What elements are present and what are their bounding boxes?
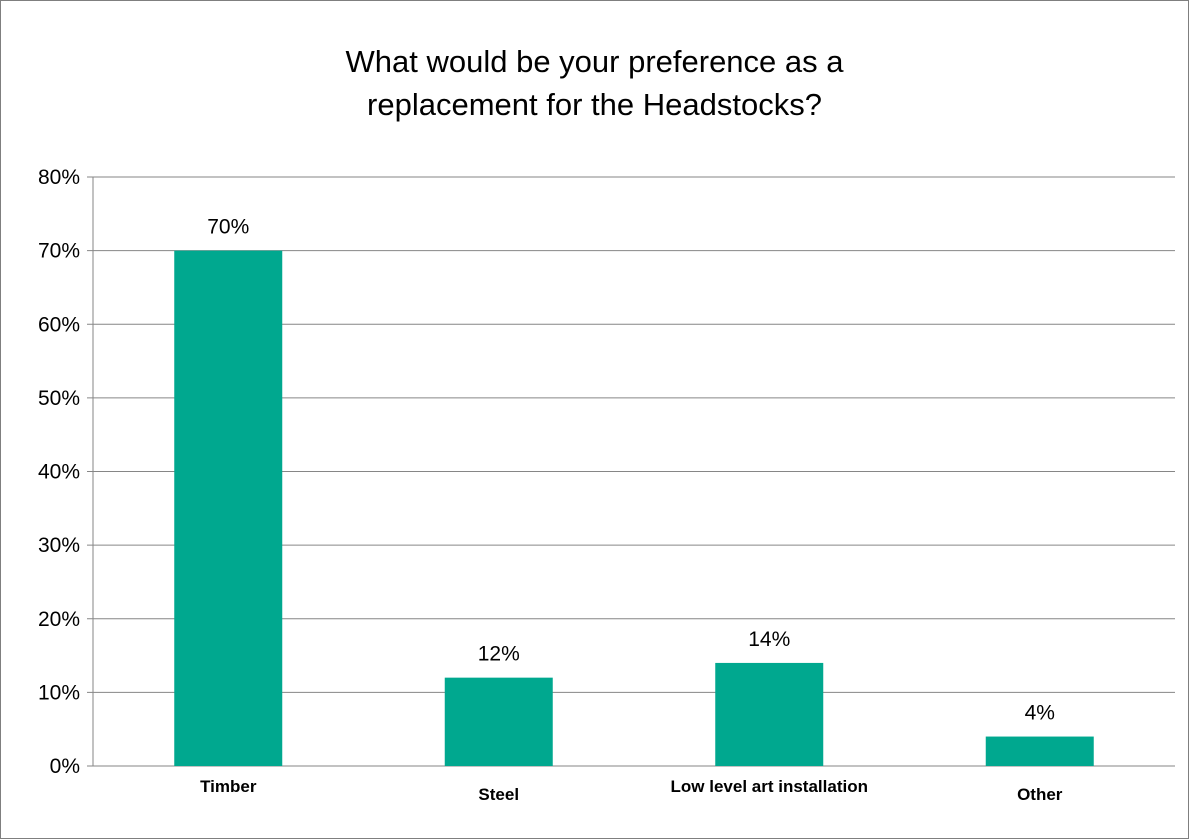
- bar-data-label: 70%: [207, 216, 249, 239]
- y-tick-label: 60%: [38, 313, 80, 336]
- y-tick-label: 80%: [38, 166, 80, 189]
- bar: [444, 677, 553, 766]
- chart-title: What would be your preference as a repla…: [0, 40, 1189, 126]
- x-category-label: Steel: [478, 785, 519, 804]
- y-tick-label: 30%: [38, 534, 80, 557]
- x-category-label: Timber: [200, 777, 257, 796]
- y-tick-label: 0%: [50, 755, 80, 778]
- y-tick-label: 50%: [38, 387, 80, 410]
- chart-title-line-1: What would be your preference as a: [345, 44, 844, 79]
- x-category-label: Other: [1017, 785, 1063, 804]
- bar: [174, 250, 283, 766]
- y-tick-label: 70%: [38, 240, 80, 263]
- y-tick-label: 40%: [38, 461, 80, 484]
- chart-title-line-2: replacement for the Headstocks?: [367, 87, 822, 122]
- bar: [985, 736, 1094, 766]
- bar-data-label: 4%: [1025, 702, 1055, 725]
- bar-data-label: 12%: [478, 643, 520, 666]
- y-tick-label: 10%: [38, 681, 80, 704]
- bar-data-label: 14%: [748, 628, 790, 651]
- y-tick-label: 20%: [38, 608, 80, 631]
- bar: [715, 662, 824, 766]
- x-category-label: Low level art installation: [671, 777, 868, 796]
